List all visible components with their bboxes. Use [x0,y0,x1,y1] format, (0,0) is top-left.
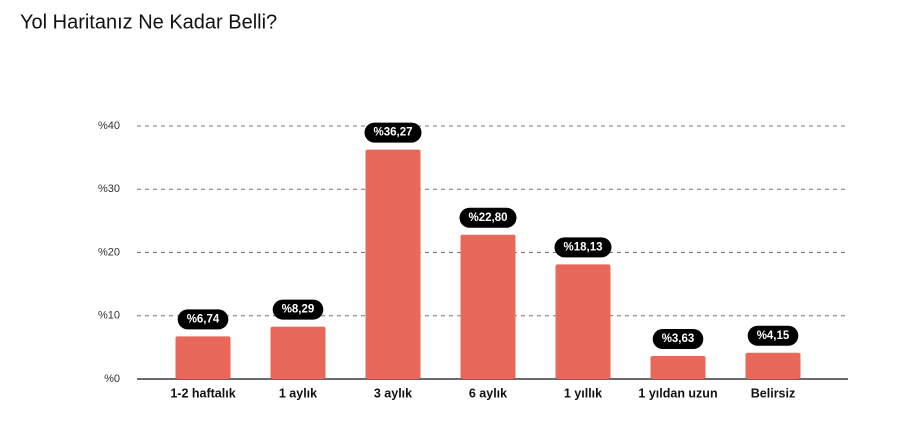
value-label-bg [652,329,704,350]
value-label: %18,13 [563,241,602,253]
bar [555,264,611,379]
x-tick-label: 1 yıllık [564,386,602,400]
y-tick-label: %20 [98,246,120,258]
value-label: %3,63 [662,333,695,345]
value-label: %8,29 [282,304,315,316]
bar [365,149,421,379]
value-label: %6,74 [187,313,220,325]
x-tick-label: 1-2 haftalık [170,386,235,400]
bar [460,234,516,379]
y-tick-label: %40 [98,120,120,132]
bar [745,352,801,379]
x-tick-label: Belirsiz [751,386,795,400]
value-label-bg [747,325,799,346]
value-label-bg [459,207,517,228]
chart-title: Yol Haritanız Ne Kadar Belli? [20,11,277,33]
value-label-bg [364,122,422,143]
y-tick-label: %0 [104,373,120,385]
value-label-bg [177,309,229,330]
value-label: %36,27 [373,127,412,139]
x-tick-label: 6 aylık [469,386,507,400]
x-tick-label: 1 aylık [279,386,317,400]
bar [175,336,231,379]
x-tick-label: 1 yıldan uzun [638,386,717,400]
y-tick-label: %10 [98,310,120,322]
bar [270,326,326,379]
value-label-bg [554,237,612,258]
x-tick-label: 3 aylık [374,386,412,400]
y-tick-label: %30 [98,183,120,195]
value-label: %22,80 [468,212,507,224]
value-label: %4,15 [757,330,790,342]
value-label-bg [272,299,324,320]
bar [650,356,706,379]
